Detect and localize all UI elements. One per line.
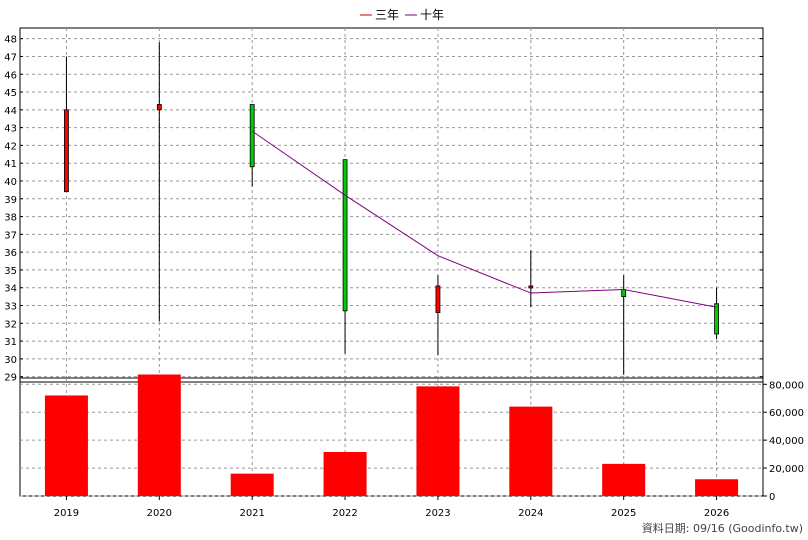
x-tick-label: 2019 (54, 508, 79, 519)
volume-bar (509, 406, 553, 496)
volume-tick-label: 60,000 (769, 408, 804, 419)
volume-bar (44, 395, 88, 496)
price-tick-label: 41 (4, 159, 17, 170)
volume-tick-label: 0 (769, 492, 775, 503)
price-tick-label: 37 (4, 230, 17, 241)
candle-body (64, 109, 69, 193)
volume-tick-label: 40,000 (769, 436, 804, 447)
volume-bar (695, 479, 739, 496)
x-tick-label: 2024 (518, 508, 543, 519)
price-tick-label: 44 (4, 106, 17, 117)
price-tick-label: 42 (4, 141, 17, 152)
price-tick-label: 32 (4, 319, 17, 330)
price-tick-label: 38 (4, 213, 17, 224)
volume-bar (137, 374, 181, 496)
price-tick-label: 46 (4, 70, 17, 81)
volume-tick-label: 80,000 (769, 380, 804, 391)
volume-bar (416, 386, 460, 496)
candle-body (249, 104, 255, 168)
legend: 三年 十年 (360, 8, 444, 22)
volume-bar (230, 473, 274, 496)
price-tick-label: 43 (4, 124, 17, 135)
volume-panel-frame (19, 377, 764, 497)
candle-body (528, 285, 534, 289)
price-tick-label: 31 (4, 337, 17, 348)
legend-label-3y: 三年 (375, 8, 399, 22)
x-tick-label: 2023 (425, 508, 450, 519)
candle-body (714, 303, 719, 335)
price-tick-label: 48 (4, 35, 17, 46)
price-tick-label: 33 (4, 302, 17, 313)
price-tick-label: 36 (4, 248, 17, 259)
volume-bar (602, 463, 646, 496)
candle-body (621, 289, 627, 298)
x-tick-label: 2025 (611, 508, 636, 519)
x-tick-label: 2026 (704, 508, 729, 519)
volume-bar (323, 452, 367, 496)
candle-body (435, 285, 441, 314)
price-tick-label: 40 (4, 177, 17, 188)
x-tick-label: 2020 (147, 508, 172, 519)
series-line (251, 130, 717, 308)
price-tick-label: 39 (4, 195, 17, 206)
x-tick-label: 2022 (332, 508, 357, 519)
candle-body (342, 159, 348, 312)
volume-tick-label: 20,000 (769, 464, 804, 475)
x-axis: 2019 2020 2021 2022 2023 2024 2025 2026 (54, 496, 729, 519)
x-tick-label: 2021 (239, 508, 264, 519)
price-tick-label: 35 (4, 266, 17, 277)
price-plot: 29 30 31 32 33 34 35 36 37 38 39 40 41 42 43 44 45 46 47 48 (4, 27, 764, 384)
volume-plot: 0 20,000 40,000 60,000 80,000 (19, 374, 804, 503)
legend-label-10y: 十年 (420, 8, 444, 22)
price-panel-frame (19, 27, 764, 383)
price-tick-label: 30 (4, 355, 17, 366)
price-tick-label: 47 (4, 52, 17, 63)
footer-source: 資料日期: 09/16 (Goodinfo.tw) (642, 521, 803, 535)
price-tick-label: 29 (4, 373, 17, 384)
candle-body (156, 104, 162, 111)
price-tick-label: 45 (4, 88, 17, 99)
price-tick-label: 34 (4, 284, 17, 295)
